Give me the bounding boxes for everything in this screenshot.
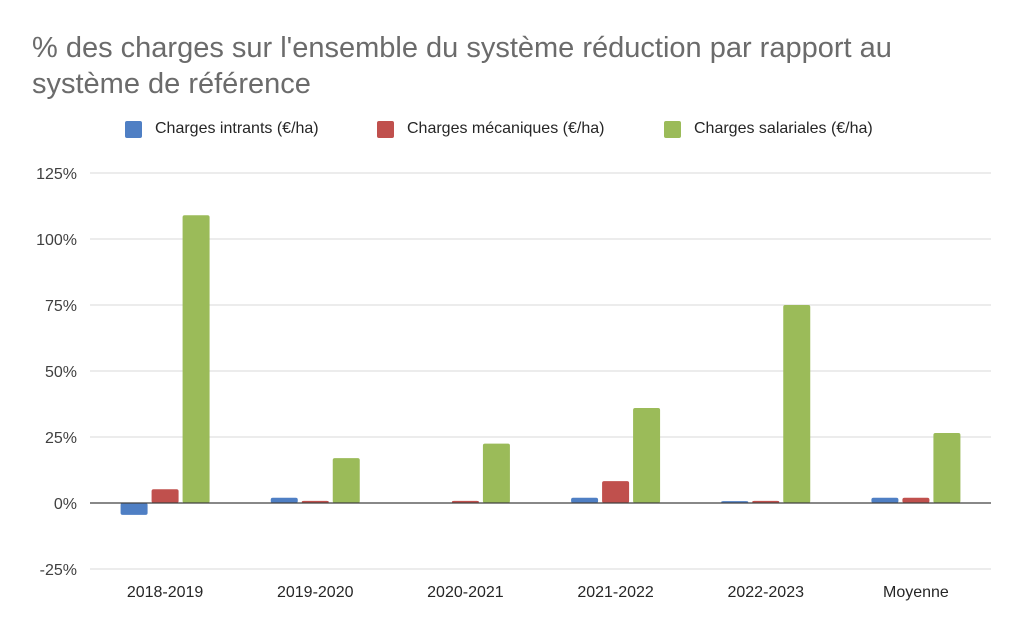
legend-item-intrants: Charges intrants (€/ha) — [125, 120, 319, 138]
x-tick-label: 2022-2023 — [727, 584, 804, 601]
x-tick-label: 2020-2021 — [427, 584, 504, 601]
legend-swatch-salariales — [664, 120, 681, 138]
bar-intrants — [120, 503, 148, 515]
y-tick-label: 25% — [45, 430, 77, 447]
bar-intrants — [270, 497, 298, 503]
bar-mecaniques — [602, 481, 630, 503]
legend-item-mecaniques: Charges mécaniques (€/ha) — [377, 120, 604, 138]
x-tick-label: 2021-2022 — [577, 584, 654, 601]
y-tick-label: 50% — [45, 364, 77, 381]
y-tick-label: -25% — [40, 562, 77, 579]
legend-swatch-intrants — [125, 120, 142, 138]
bar-salariales — [933, 433, 961, 503]
y-tick-label: 100% — [36, 232, 77, 249]
bar-salariales — [332, 458, 360, 503]
x-tick-label: 2019-2020 — [277, 584, 354, 601]
legend-label-mecaniques: Charges mécaniques (€/ha) — [407, 120, 605, 137]
bar-salariales — [182, 215, 210, 503]
bar-mecaniques — [902, 497, 930, 503]
legend-swatch-mecaniques — [377, 120, 394, 138]
chart-legend: Charges intrants (€/ha) Charges mécaniqu… — [0, 116, 1023, 144]
legend-label-intrants: Charges intrants (€/ha) — [155, 120, 319, 137]
bar-salariales — [783, 305, 811, 503]
x-tick-label: 2018-2019 — [127, 584, 204, 601]
chart-title: % des charges sur l'ensemble du système … — [32, 32, 892, 100]
bar-intrants — [871, 497, 899, 503]
y-tick-label: 75% — [45, 298, 77, 315]
x-tick-label: Moyenne — [883, 584, 949, 601]
bar-mecaniques — [151, 489, 179, 503]
y-tick-label: 0% — [54, 496, 77, 513]
legend-item-salariales: Charges salariales (€/ha) — [664, 120, 873, 138]
y-tick-label: 125% — [36, 166, 77, 183]
bar-intrants — [571, 497, 599, 503]
bar-chart: -25% 0% 25% 50% 75% 100% 125% 2018-2019 2019-202… — [36, 166, 991, 601]
legend-label-salariales: Charges salariales (€/ha) — [694, 120, 873, 137]
bar-salariales — [482, 443, 510, 503]
bar-salariales — [633, 407, 661, 503]
